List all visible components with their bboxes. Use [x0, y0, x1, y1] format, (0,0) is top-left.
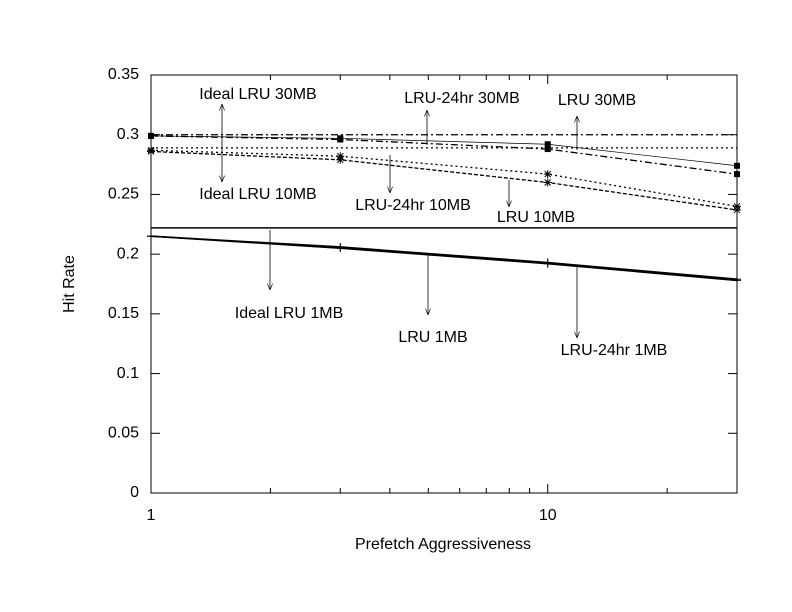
- point: [336, 155, 345, 164]
- annotation: LRU 1MB: [398, 329, 467, 346]
- annotation: LRU-24hr 30MB: [404, 90, 520, 107]
- point: [734, 162, 740, 169]
- series-line: [150, 135, 738, 175]
- y-tick-label: 0.05: [108, 425, 139, 442]
- point: [543, 178, 552, 187]
- annotation: Ideal LRU 1MB: [235, 305, 344, 322]
- y-axis-label: Hit Rate: [61, 255, 78, 313]
- y-tick-label: 0.25: [108, 186, 139, 203]
- point: [337, 136, 344, 143]
- annotation: LRU 10MB: [497, 209, 575, 226]
- y-tick-label: 0.1: [117, 365, 139, 382]
- series-line: [150, 150, 738, 211]
- point: [543, 170, 552, 179]
- annotation: LRU 30MB: [558, 92, 636, 109]
- point: [733, 205, 741, 214]
- y-tick-label: 0: [130, 484, 139, 501]
- series-line: [150, 235, 738, 282]
- point: [544, 141, 551, 148]
- x-tick-label: 1: [147, 507, 156, 524]
- annotation: LRU-24hr 1MB: [561, 342, 668, 359]
- annotation: LRU-24hr 10MB: [355, 197, 471, 214]
- x-axis-label: Prefetch Aggressiveness: [355, 536, 531, 553]
- y-tick-label: 0.2: [117, 245, 139, 262]
- y-tick-label: 0.35: [108, 66, 139, 83]
- series-line: [150, 135, 738, 167]
- point: [147, 147, 155, 156]
- y-tick-label: 0.15: [108, 305, 139, 322]
- annotation: Ideal LRU 10MB: [199, 186, 316, 203]
- point: [148, 132, 154, 139]
- point: [336, 244, 345, 253]
- point: [733, 276, 741, 285]
- y-tick-label: 0.3: [117, 126, 139, 143]
- point: [734, 171, 740, 178]
- x-tick-label: 10: [539, 507, 557, 524]
- point: [543, 259, 552, 268]
- plot-frame: [150, 74, 738, 494]
- point: [147, 232, 155, 241]
- annotation: Ideal LRU 30MB: [199, 86, 316, 103]
- point: [544, 146, 551, 153]
